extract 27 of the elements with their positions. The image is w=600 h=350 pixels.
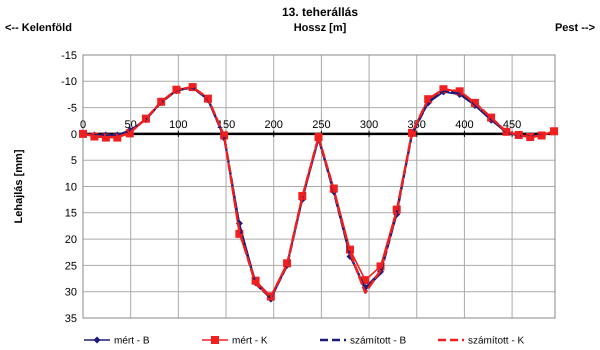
x-tick-label: 200 — [264, 118, 283, 131]
x-tick-label: 400 — [455, 118, 474, 131]
text: Pest --> — [554, 22, 595, 34]
y-tick-label: -10 — [61, 76, 77, 88]
legend-label: számított - B — [350, 336, 406, 346]
legend-label: számított - K — [468, 336, 524, 346]
y-tick-label: 30 — [64, 286, 77, 299]
y-tick-label: 25 — [64, 260, 77, 272]
text: <-- Kelenföld — [5, 22, 72, 34]
y-tick-label: -15 — [61, 50, 77, 62]
x-tick-label: 300 — [360, 118, 378, 131]
x-tick-label: 0 — [80, 118, 86, 131]
y-tick-label: 20 — [64, 234, 77, 246]
y-tick-label: 5 — [70, 155, 77, 168]
y-tick-label: 35 — [64, 312, 77, 325]
y-tick-label: -5 — [67, 102, 77, 114]
y-tick-label: 10 — [64, 181, 77, 194]
x-tick-label: 250 — [312, 118, 331, 131]
y-axis-title: Lehajlás [mm] — [13, 149, 25, 224]
chart-title: 13. teherállás — [282, 5, 358, 19]
y-tick-label: 0 — [70, 128, 77, 141]
y-tick-label: 15 — [64, 208, 77, 220]
x-tick-label: 100 — [169, 118, 188, 131]
x-tick-label: 450 — [502, 118, 522, 131]
x-axis-title: Hossz [m] — [294, 22, 347, 34]
legend-label: mért - K — [232, 336, 268, 346]
legend-label: mért - B — [114, 336, 150, 346]
